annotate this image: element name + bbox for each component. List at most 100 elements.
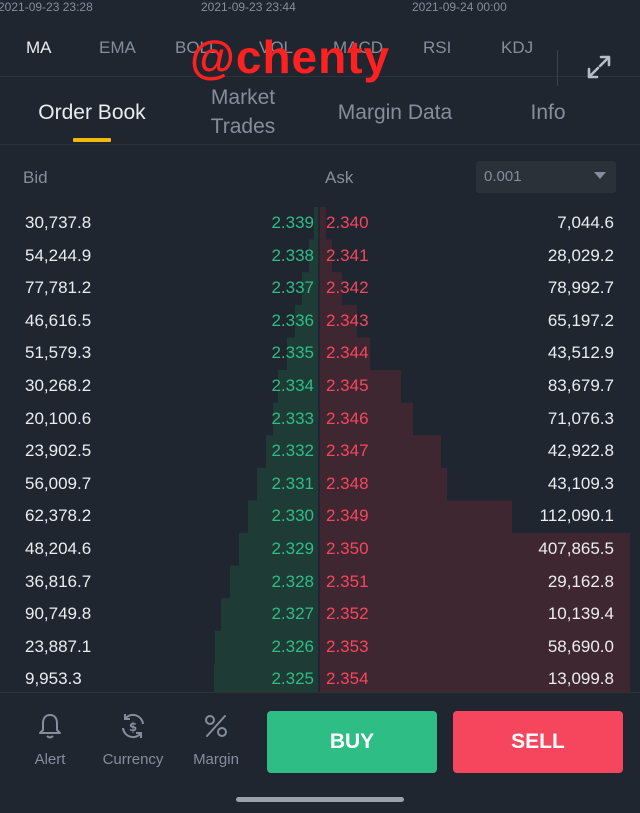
bid-depth-bar bbox=[248, 500, 318, 534]
ask-price: 2.342 bbox=[326, 278, 369, 298]
ask-quantity: 42,922.8 bbox=[547, 441, 614, 461]
currency-button[interactable]: $ Currency bbox=[98, 711, 168, 768]
order-book-row[interactable]: 62,378.2 2.330 2.349 112,090.1 bbox=[0, 500, 640, 532]
order-book-row[interactable]: 77,781.2 2.337 2.342 78,992.7 bbox=[0, 272, 640, 304]
precision-dropdown[interactable]: 0.001 bbox=[476, 161, 616, 193]
bid-quantity: 36,816.7 bbox=[25, 571, 92, 591]
order-book-row[interactable]: 48,204.6 2.329 2.350 407,865.5 bbox=[0, 533, 640, 565]
indicator-rsi[interactable]: RSI bbox=[423, 38, 452, 57]
sell-button[interactable]: SELL bbox=[453, 711, 623, 773]
ask-price: 2.346 bbox=[326, 408, 369, 428]
order-book-row[interactable]: 23,902.5 2.332 2.347 42,922.8 bbox=[0, 435, 640, 467]
indicator-vol[interactable]: VOL bbox=[259, 38, 294, 57]
bid-depth-bar bbox=[266, 435, 318, 469]
ask-depth-bar bbox=[320, 272, 342, 306]
divider bbox=[557, 50, 558, 86]
ask-quantity: 112,090.1 bbox=[539, 506, 614, 526]
bid-depth-bar bbox=[314, 207, 318, 241]
ask-price: 2.352 bbox=[326, 604, 369, 624]
ask-price: 2.340 bbox=[326, 213, 369, 232]
bid-quantity: 51,579.3 bbox=[25, 343, 92, 363]
bid-quantity: 46,616.5 bbox=[25, 310, 92, 330]
ask-quantity: 78,992.7 bbox=[547, 278, 614, 298]
tab-margin-data[interactable]: Margin Data bbox=[337, 101, 453, 124]
tab-info[interactable]: Info bbox=[530, 101, 566, 124]
bid-price: 2.335 bbox=[271, 343, 314, 363]
bid-header: Bid bbox=[23, 168, 48, 187]
spread-divider bbox=[318, 206, 320, 692]
buy-button[interactable]: BUY bbox=[267, 711, 437, 773]
ask-price: 2.344 bbox=[326, 343, 369, 363]
ask-depth-bar bbox=[320, 565, 630, 599]
ask-price: 2.350 bbox=[326, 539, 369, 558]
bid-depth-bar bbox=[302, 272, 318, 306]
bid-price: 2.333 bbox=[271, 408, 314, 428]
order-book-row[interactable]: 23,887.1 2.326 2.353 58,690.0 bbox=[0, 631, 640, 663]
bid-depth-bar bbox=[295, 304, 318, 338]
order-book-row[interactable]: 51,579.3 2.335 2.344 43,512.9 bbox=[0, 337, 640, 369]
margin-button[interactable]: Margin bbox=[181, 711, 251, 768]
svg-text:$: $ bbox=[129, 720, 137, 734]
bid-quantity: 20,100.6 bbox=[25, 408, 92, 428]
section-tabs: Order Book Market Trades Margin Data Inf… bbox=[0, 76, 640, 145]
bid-price: 2.332 bbox=[271, 441, 314, 461]
ask-depth-bar bbox=[320, 630, 630, 664]
ask-quantity: 10,139.4 bbox=[547, 604, 614, 624]
bid-price: 2.325 bbox=[271, 669, 314, 689]
alert-label: Alert bbox=[34, 751, 66, 768]
order-book-row[interactable]: 9,953.3 2.325 2.354 13,099.8 bbox=[0, 663, 640, 695]
active-tab-indicator bbox=[73, 138, 111, 142]
ask-price: 2.348 bbox=[326, 473, 369, 493]
ask-depth-bar bbox=[320, 500, 512, 534]
ask-quantity: 43,512.9 bbox=[547, 343, 614, 363]
alert-button[interactable]: Alert bbox=[15, 711, 85, 768]
bottom-action-bar: Alert $ Currency Margin BUY SELL bbox=[0, 692, 640, 813]
ask-quantity: 58,690.0 bbox=[547, 636, 614, 656]
indicator-ema[interactable]: EMA bbox=[99, 38, 136, 57]
bid-price: 2.328 bbox=[271, 571, 314, 591]
indicator-macd[interactable]: MACD bbox=[333, 38, 384, 57]
order-book-row[interactable]: 30,737.8 2.339 2.340 7,044.6 bbox=[0, 207, 640, 239]
bid-price: 2.326 bbox=[271, 636, 314, 656]
bid-quantity: 9,953.3 bbox=[25, 669, 82, 689]
bid-quantity: 62,378.2 bbox=[25, 506, 92, 526]
bid-quantity: 48,204.6 bbox=[25, 539, 92, 558]
time-label: 2021-09-23 23:28 bbox=[0, 0, 93, 14]
bid-price: 2.339 bbox=[271, 213, 314, 232]
watermark: @chenty bbox=[190, 31, 391, 83]
ask-depth-bar bbox=[320, 239, 332, 273]
expand-icon[interactable] bbox=[586, 54, 612, 80]
ask-quantity: 71,076.3 bbox=[547, 408, 614, 428]
ask-price: 2.347 bbox=[326, 441, 369, 461]
ask-price: 2.351 bbox=[326, 571, 369, 591]
order-book-row[interactable]: 54,244.9 2.338 2.341 28,029.2 bbox=[0, 240, 640, 272]
order-book-row[interactable]: 90,749.8 2.327 2.352 10,139.4 bbox=[0, 598, 640, 630]
bid-price: 2.338 bbox=[271, 245, 314, 265]
ask-price: 2.354 bbox=[326, 669, 369, 689]
ask-price: 2.345 bbox=[326, 376, 369, 395]
chart-time-axis: 2021-09-23 23:28 2021-09-23 23:44 2021-0… bbox=[0, 0, 640, 16]
indicator-boll[interactable]: BOLL bbox=[175, 38, 219, 57]
indicator-ma[interactable]: MA bbox=[26, 38, 52, 57]
bid-price: 2.336 bbox=[271, 310, 314, 330]
bid-price: 2.331 bbox=[271, 473, 314, 493]
ask-quantity: 29,162.8 bbox=[547, 571, 614, 591]
order-book-row[interactable]: 36,816.7 2.328 2.351 29,162.8 bbox=[0, 566, 640, 598]
order-book-row[interactable]: 20,100.6 2.333 2.346 71,076.3 bbox=[0, 403, 640, 435]
order-book-row[interactable]: 46,616.5 2.336 2.343 65,197.2 bbox=[0, 305, 640, 337]
ask-price: 2.349 bbox=[326, 506, 369, 526]
ask-depth-bar bbox=[320, 435, 441, 469]
precision-value: 0.001 bbox=[484, 168, 522, 185]
tab-market-trades[interactable]: Market Trades bbox=[210, 86, 276, 138]
ask-quantity: 7,044.6 bbox=[557, 213, 614, 232]
bell-icon bbox=[39, 714, 61, 739]
ask-header: Ask bbox=[325, 168, 354, 187]
ask-quantity: 13,099.8 bbox=[547, 669, 614, 689]
bid-price: 2.337 bbox=[271, 278, 314, 298]
currency-label: Currency bbox=[102, 751, 164, 768]
indicator-kdj[interactable]: KDJ bbox=[501, 38, 534, 57]
caret-down-icon bbox=[594, 172, 606, 179]
tab-order-book[interactable]: Order Book bbox=[38, 101, 146, 124]
order-book-row[interactable]: 30,268.2 2.334 2.345 83,679.7 bbox=[0, 370, 640, 402]
order-book-row[interactable]: 56,009.7 2.331 2.348 43,109.3 bbox=[0, 468, 640, 500]
